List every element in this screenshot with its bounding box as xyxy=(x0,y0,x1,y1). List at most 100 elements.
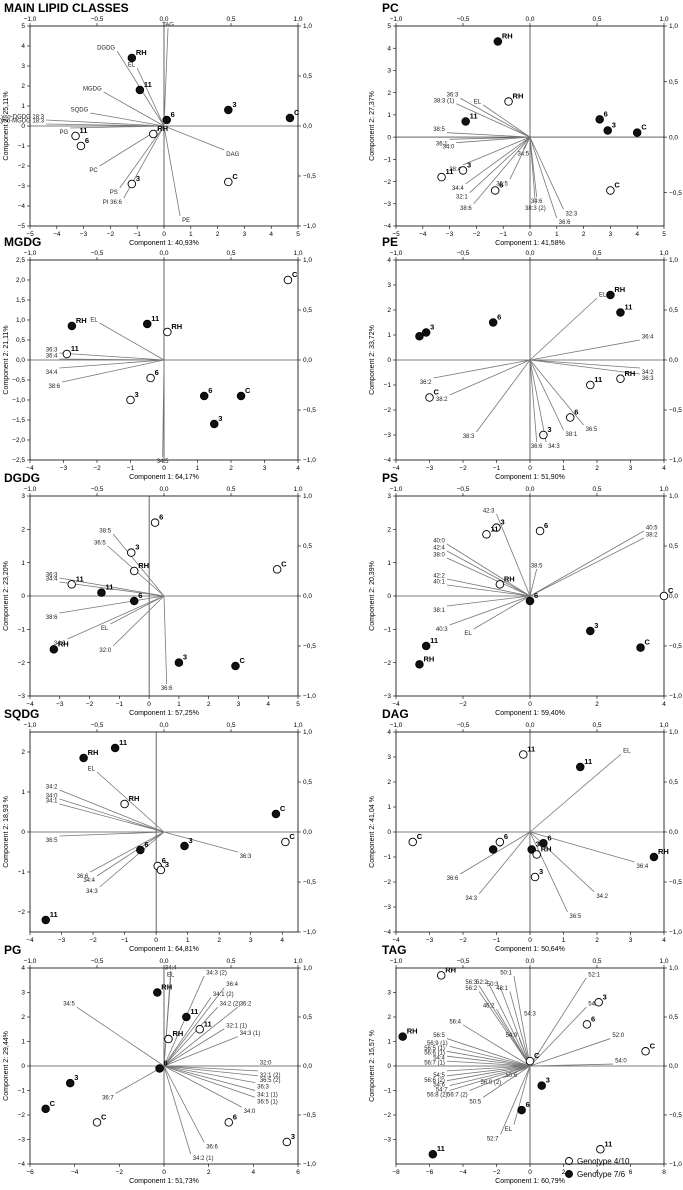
loading-vector xyxy=(446,1060,531,1067)
loading-vector xyxy=(119,125,165,189)
top-tick-label: 0,5 xyxy=(226,486,235,493)
sample-point-label: RH xyxy=(136,48,147,57)
loading-vector-label: 52:7 xyxy=(487,1137,499,1143)
sample-point-open xyxy=(504,97,513,106)
loading-vector-label: 52:1 xyxy=(588,972,600,978)
loading-vector-label: 34:2 xyxy=(46,785,58,791)
loading-vector xyxy=(90,112,165,127)
loading-vector xyxy=(62,359,165,383)
sample-point-open xyxy=(586,380,595,390)
x-tick-label: 2 xyxy=(217,937,221,944)
x-tick-label: −3 xyxy=(60,465,68,472)
loading-vector xyxy=(446,1050,531,1067)
y-tick-label: −2,5 xyxy=(12,457,25,464)
right-tick-label: 0,5 xyxy=(303,543,312,550)
x-tick-label: 1 xyxy=(562,465,566,472)
x-tick-label: −1 xyxy=(493,937,501,944)
sample-point-label: 6 xyxy=(499,180,503,189)
sample-point-label: 3 xyxy=(501,518,505,527)
sample-point-open xyxy=(224,1118,234,1127)
loading-vector-label: PG xyxy=(60,130,69,136)
loading-vector-label: 54:3 xyxy=(524,1012,536,1018)
loading-vector-label: 54:9 xyxy=(506,1033,518,1039)
y-tick-label: 1,0 xyxy=(16,317,25,324)
right-tick-label: −1,0 xyxy=(303,1161,316,1168)
x-tick-label: 2 xyxy=(562,1169,566,1176)
x-tick-label: −2 xyxy=(89,937,97,944)
top-tick-label: 0,5 xyxy=(226,250,235,257)
loading-vector-label: DGDG xyxy=(97,46,115,52)
x-tick-label: 2 xyxy=(216,231,220,238)
loading-vector xyxy=(163,987,225,1067)
right-tick-label: 1,0 xyxy=(303,257,312,264)
x-tick-label: 4 xyxy=(296,465,300,472)
loading-vector-label: 56:4 xyxy=(449,1019,461,1025)
sample-point-filled xyxy=(127,53,137,63)
loading-vector xyxy=(529,977,587,1067)
x-axis-label: Component 1: 64,17% xyxy=(129,474,199,481)
loading-vector-label: 40:3 xyxy=(436,627,448,633)
sample-point-open xyxy=(582,1020,592,1029)
y-tick-label: −3 xyxy=(384,904,392,911)
top-tick-label: 0,0 xyxy=(159,250,168,257)
loading-vector-label: 54:1 xyxy=(588,1002,600,1008)
x-tick-label: −6 xyxy=(26,1169,34,1176)
sample-point-open xyxy=(436,971,446,980)
sample-point-label: 11 xyxy=(190,1007,198,1016)
sample-point-open xyxy=(594,998,603,1007)
y-tick-label: 3 xyxy=(21,493,25,500)
sample-point-filled xyxy=(65,1078,75,1088)
y-tick-label: −4 xyxy=(384,223,392,230)
sample-point-open xyxy=(495,580,505,589)
y-tick-label: 3 xyxy=(21,990,25,997)
loading-vector-label: 34:4 xyxy=(46,370,58,376)
top-tick-label: −1,0 xyxy=(390,16,403,23)
loading-vector-label: 34:4 xyxy=(165,965,177,971)
loading-vector-label: DAG xyxy=(226,152,239,158)
loading-vector xyxy=(529,530,645,597)
loading-vector-label: 54:5 xyxy=(433,1073,445,1079)
loading-vector xyxy=(67,595,165,640)
sample-point-open xyxy=(224,177,233,187)
top-tick-label: 0,0 xyxy=(159,958,168,965)
loading-vector xyxy=(90,831,165,873)
loading-vector-label: 36:2 xyxy=(420,380,432,386)
sample-point-filled xyxy=(209,419,219,429)
right-tick-label: 1,0 xyxy=(303,493,312,500)
loading-vector xyxy=(478,991,531,1067)
loading-vector xyxy=(163,1006,218,1067)
loading-vector-label: 38:1 xyxy=(433,608,445,614)
x-tick-label: 4 xyxy=(280,937,284,944)
x-tick-label: −4 xyxy=(26,465,34,472)
loading-vector xyxy=(163,1065,242,1108)
loading-vector-label: 50:5 xyxy=(469,1099,481,1105)
top-tick-label: 1,0 xyxy=(659,722,668,729)
right-tick-label: −0,5 xyxy=(669,1112,682,1119)
loading-vector xyxy=(59,352,165,361)
x-tick-label: −1 xyxy=(121,937,129,944)
sample-point-open xyxy=(532,850,541,859)
loading-vector-label: 34:2 (2) xyxy=(220,1002,241,1008)
y-tick-label: 1,5 xyxy=(16,297,25,304)
right-tick-label: 0,0 xyxy=(669,593,678,600)
y-tick-label: 0 xyxy=(21,123,25,130)
loading-vector xyxy=(433,359,531,379)
top-tick-label: 1,0 xyxy=(293,722,302,729)
sample-point-open xyxy=(606,186,615,195)
x-tick-label: 1 xyxy=(196,465,200,472)
loading-vector-label: 56:3 xyxy=(465,980,477,986)
loading-vector xyxy=(529,136,558,219)
right-tick-label: 1,0 xyxy=(669,257,678,264)
loading-vector-label: 34:1 (1) xyxy=(257,1093,278,1099)
panel-title: DGDG xyxy=(4,471,40,485)
loading-vector-label: EL xyxy=(464,631,472,637)
loading-vector xyxy=(478,985,531,1067)
loading-vector-label: 56:7 (1) xyxy=(424,1061,445,1067)
right-tick-label: 0,5 xyxy=(303,779,312,786)
loading-vector-label: 34:3 xyxy=(54,641,66,647)
x-tick-label: −5 xyxy=(392,231,400,238)
x-tick-label: −4 xyxy=(419,231,427,238)
y-tick-label: 0 xyxy=(387,593,391,600)
